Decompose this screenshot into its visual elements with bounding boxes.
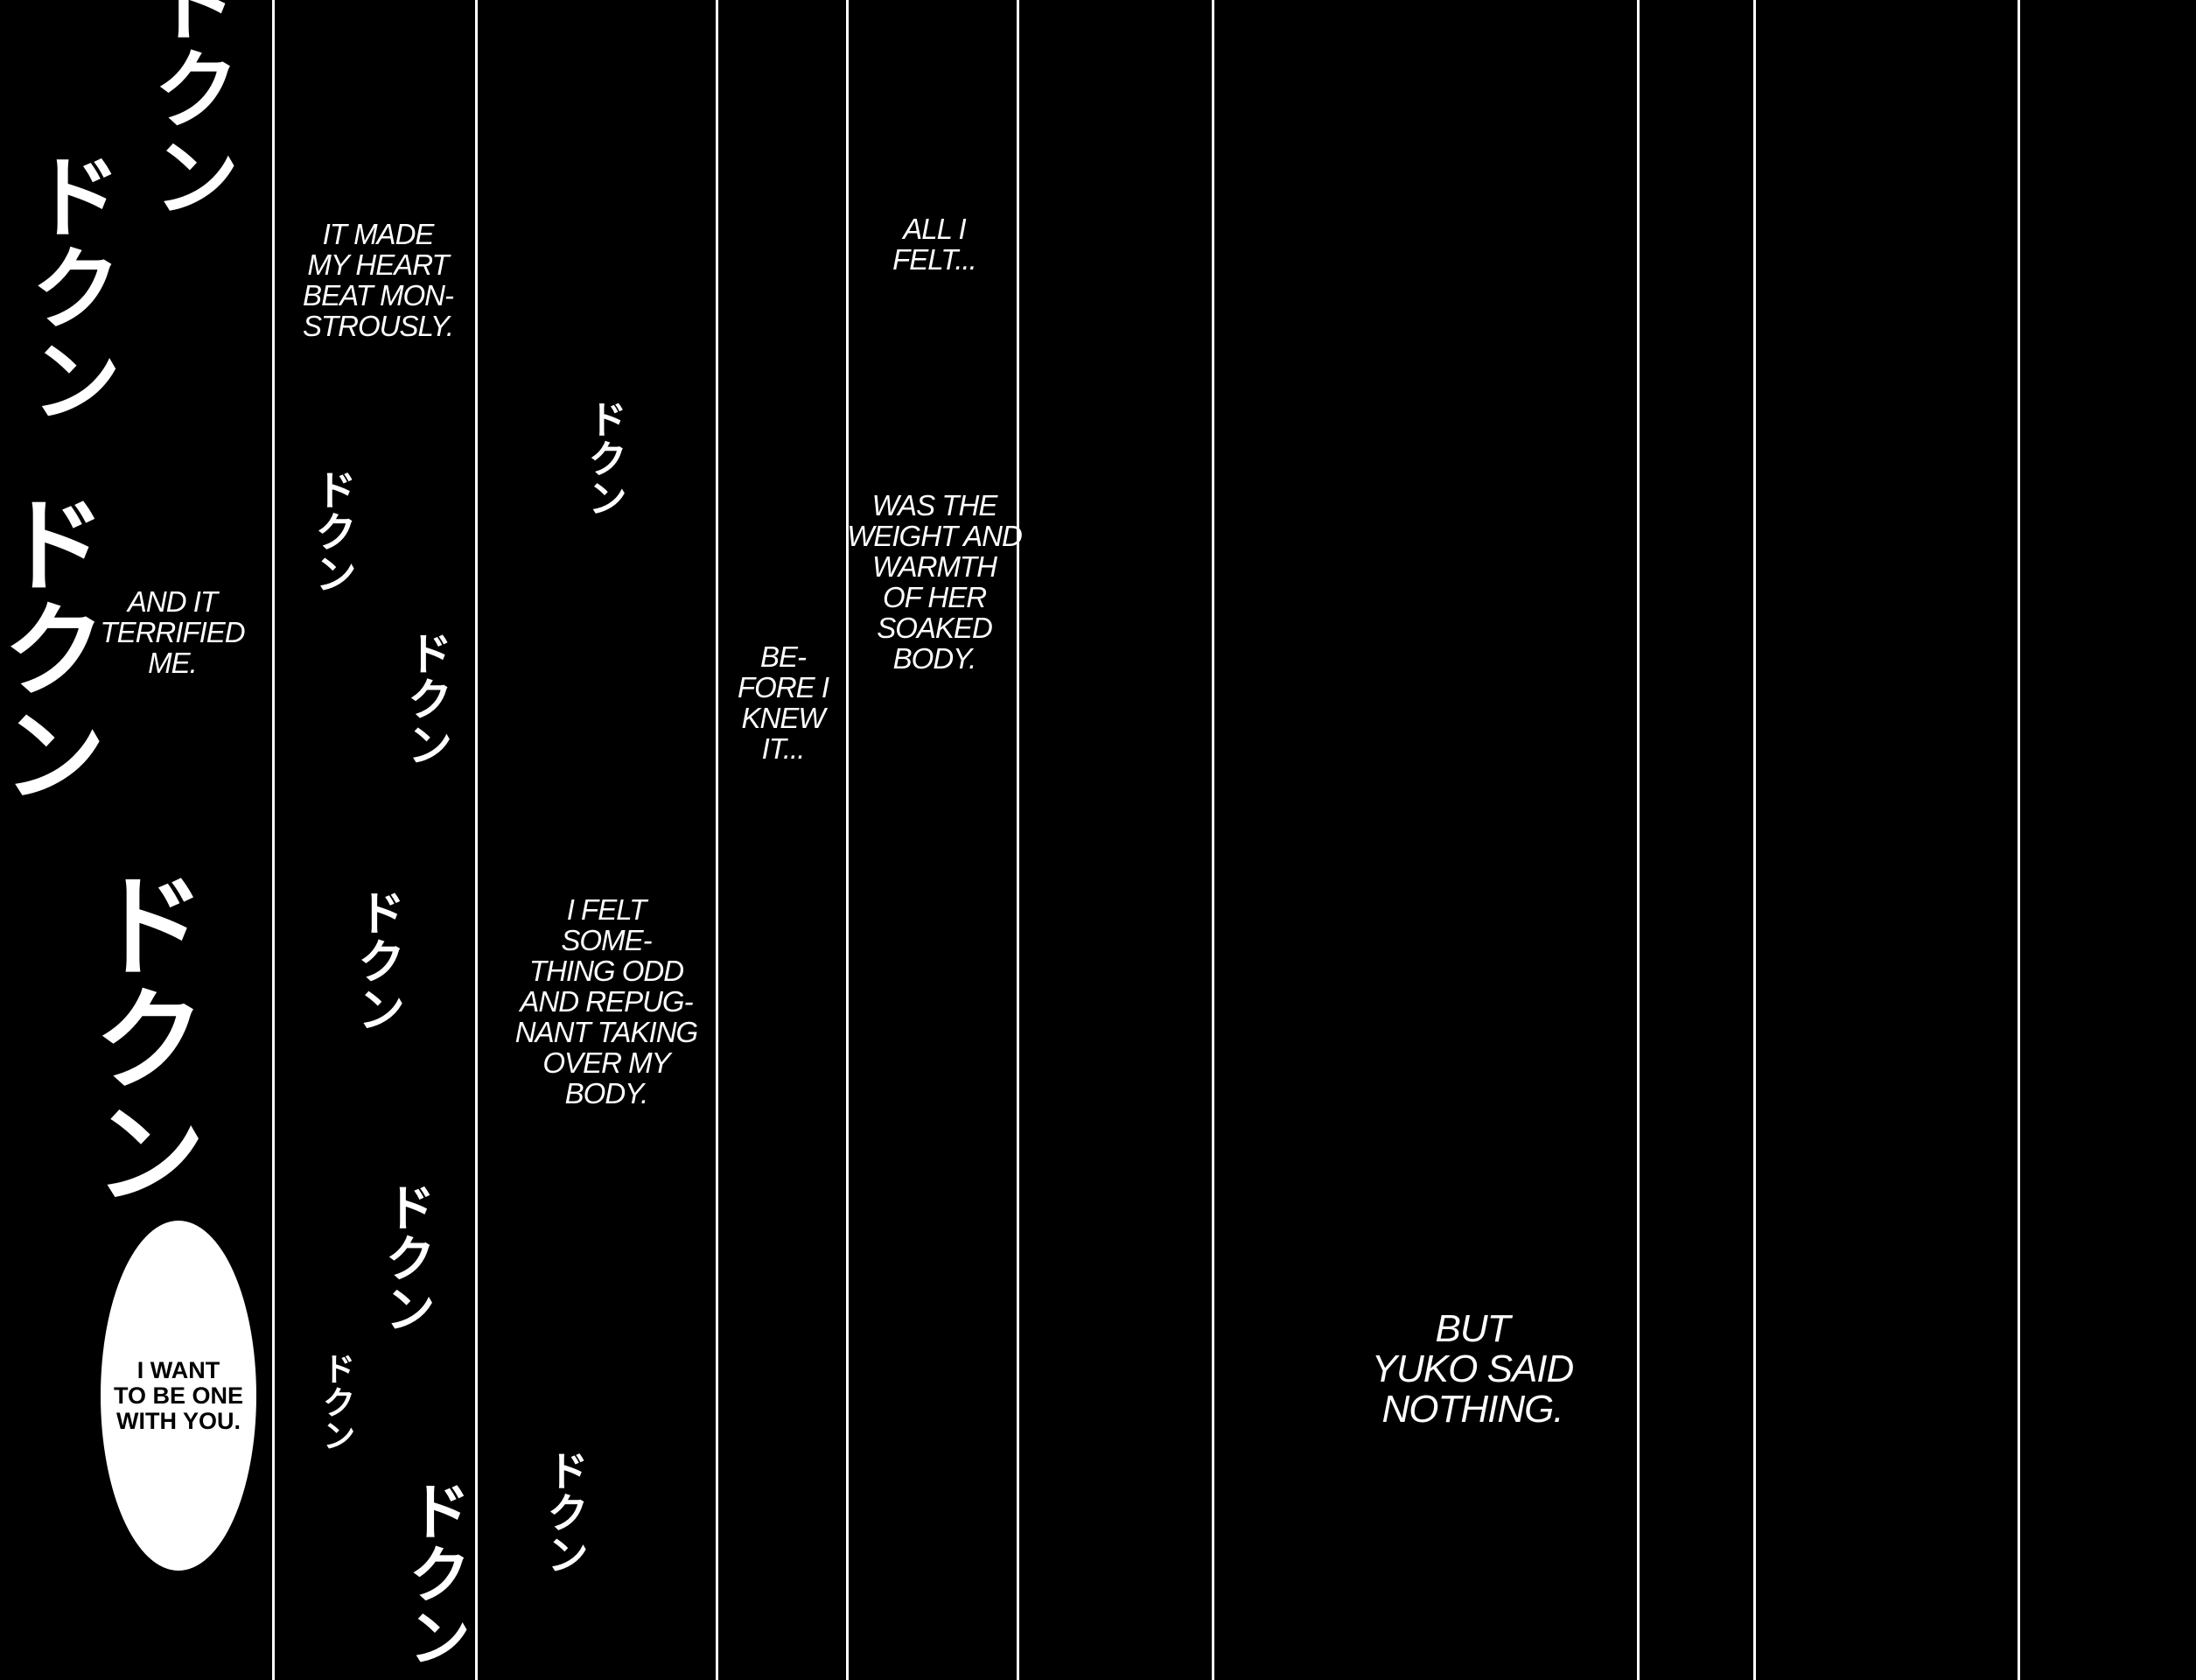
speech-text: I WANT TO BE ONE WITH YOU. [113, 1356, 244, 1434]
sound-effect: ドクン [376, 1181, 436, 1334]
panel-border [1753, 0, 1756, 1680]
sound-effect: ドクン [137, 0, 240, 219]
narration-box: I FELT SOME- THING ODD AND REPUG- NANT T… [514, 893, 698, 1110]
sound-effect: ドクン [73, 866, 206, 1208]
panel-border [846, 0, 849, 1680]
panel-border [2018, 0, 2020, 1680]
panel-border [475, 0, 478, 1680]
sound-effect: ドクン [581, 399, 627, 517]
narration-box: BE- FORE I KNEW IT... [737, 640, 829, 765]
sound-effect: ドクン [539, 1449, 588, 1575]
panel-border [716, 0, 718, 1680]
sound-effect: ドクン [399, 630, 451, 766]
narration-box: ALL I FELT... [892, 213, 977, 276]
panel-border [1637, 0, 1640, 1680]
sound-effect: ドクン [15, 149, 122, 424]
sound-effect: ドクン [307, 468, 356, 594]
panel-border [1017, 0, 1019, 1680]
panel-border [272, 0, 275, 1680]
sound-effect: ドクン [397, 1479, 471, 1668]
sound-effect: ドクン [0, 490, 105, 805]
sound-effect: ドクン [317, 1352, 355, 1452]
sound-effect: ドクン [349, 888, 405, 1032]
narration-box: AND IT TERRIFIED ME. [100, 585, 245, 679]
panel-border [1212, 0, 1214, 1680]
narration-box: WAS THE WEIGHT AND WARMTH OF HER SOAKED … [847, 489, 1023, 675]
narration-box: IT MADE MY HEART BEAT MON- STROUSLY. [303, 218, 454, 342]
narration-box: BUT YUKO SAID NOTHING. [1371, 1307, 1575, 1431]
speech-bubble: I WANT TO BE ONE WITH YOU. [101, 1221, 256, 1571]
